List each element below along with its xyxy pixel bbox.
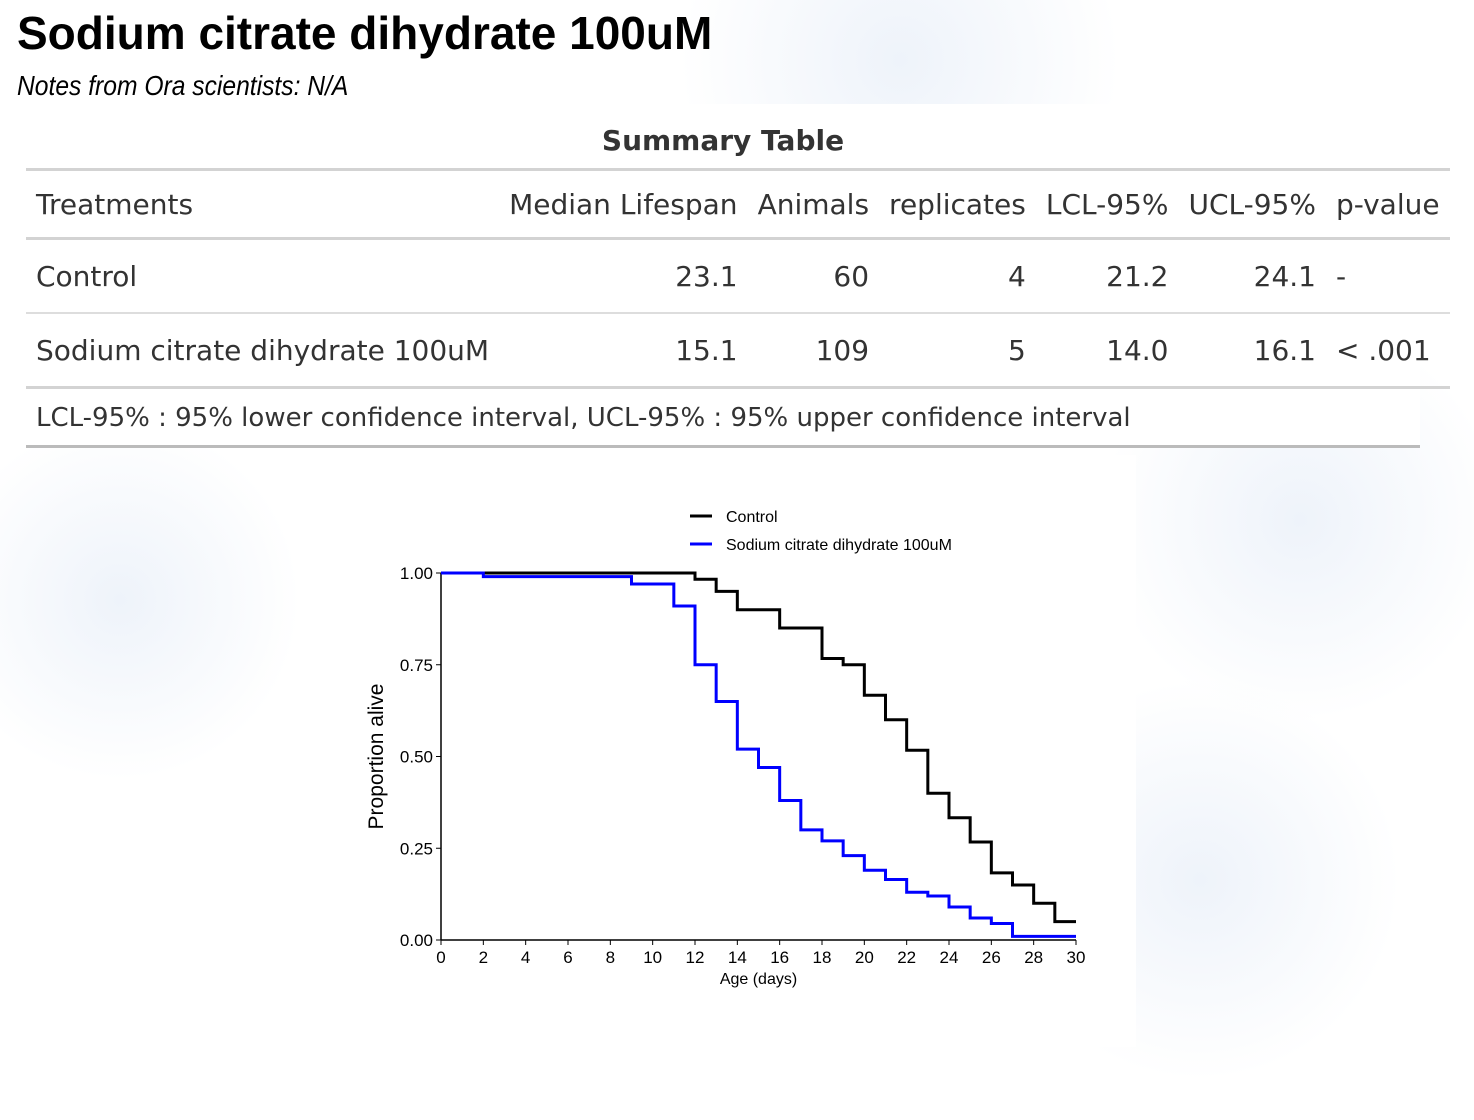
cell: Sodium citrate dihydrate 100uM — [26, 313, 500, 389]
x-tick-label: 18 — [813, 948, 832, 967]
table-row: Control 23.1 60 4 21.2 24.1 - — [26, 238, 1450, 314]
x-axis-label: Age (days) — [720, 971, 797, 988]
cell: Control — [26, 238, 500, 314]
x-tick-label: 0 — [436, 948, 445, 967]
y-tick-label: 0.50 — [400, 748, 433, 767]
table-row: Sodium citrate dihydrate 100uM 15.1 109 … — [26, 313, 1450, 389]
scientist-notes: Notes from Ora scientists: N/A — [17, 70, 349, 101]
col-header: UCL-95% — [1178, 168, 1326, 240]
y-tick-label: 0.75 — [400, 656, 433, 675]
x-tick-label: 26 — [982, 948, 1001, 967]
survival-chart-svg: 0 2 4 6 8 10 12 14 16 18 20 22 24 26 28 300.000.250.500… — [365, 509, 1086, 988]
y-tick-label: 0.00 — [400, 931, 433, 950]
x-tick-label: 22 — [897, 948, 916, 967]
summary-table: Summary Table Treatments Median Lifespan… — [26, 104, 1450, 448]
cell: 60 — [747, 238, 880, 314]
cell: 4 — [879, 238, 1036, 314]
table-header-row: Treatments Median Lifespan Animals repli… — [26, 168, 1450, 240]
cell: 109 — [747, 313, 880, 389]
x-tick-label: 28 — [1024, 948, 1043, 967]
col-header: Animals — [747, 168, 880, 240]
col-header: replicates — [879, 168, 1036, 240]
cell: 21.2 — [1035, 238, 1179, 314]
cell: 16.1 — [1178, 313, 1326, 389]
col-header: Treatments — [26, 168, 500, 240]
page-title: Sodium citrate dihydrate 100uM — [17, 7, 713, 59]
x-tick-label: 14 — [728, 948, 747, 967]
x-tick-label: 2 — [479, 948, 488, 967]
x-tick-label: 24 — [940, 948, 959, 967]
table-footnote: LCL-95% : 95% lower confidence interval,… — [26, 389, 1420, 448]
x-tick-label: 6 — [563, 948, 572, 967]
cell: < .001 — [1325, 313, 1450, 389]
x-tick-label: 4 — [521, 948, 530, 967]
series-line-0 — [441, 571, 1076, 924]
legend-label-1: Sodium citrate dihydrate 100uM — [726, 537, 952, 554]
col-header: Median Lifespan — [499, 168, 748, 240]
cell: 15.1 — [499, 313, 748, 389]
cell: 24.1 — [1178, 238, 1326, 314]
y-tick-label: 1.00 — [400, 564, 433, 583]
cell: - — [1325, 238, 1450, 314]
x-tick-label: 10 — [643, 948, 662, 967]
cell: 14.0 — [1035, 313, 1179, 389]
x-tick-label: 16 — [770, 948, 789, 967]
survival-chart: 0 2 4 6 8 10 12 14 16 18 20 22 24 26 28 30 0.00 0.25 0.50 0… — [308, 455, 1136, 1047]
x-tick-label: 12 — [686, 948, 705, 967]
x-tick-label: 8 — [606, 948, 615, 967]
col-header: LCL-95% — [1035, 168, 1179, 240]
col-header: p-value — [1325, 168, 1450, 240]
cell: 23.1 — [499, 238, 748, 314]
series-line-1 — [441, 571, 1076, 938]
y-axis-label: Proportion alive — [365, 684, 388, 830]
legend-label-0: Control — [726, 509, 778, 526]
cell: 5 — [879, 313, 1036, 389]
table-caption: Summary Table — [601, 124, 845, 157]
x-tick-label: 30 — [1067, 948, 1086, 967]
x-tick-label: 20 — [855, 948, 874, 967]
y-tick-label: 0.25 — [400, 839, 433, 858]
